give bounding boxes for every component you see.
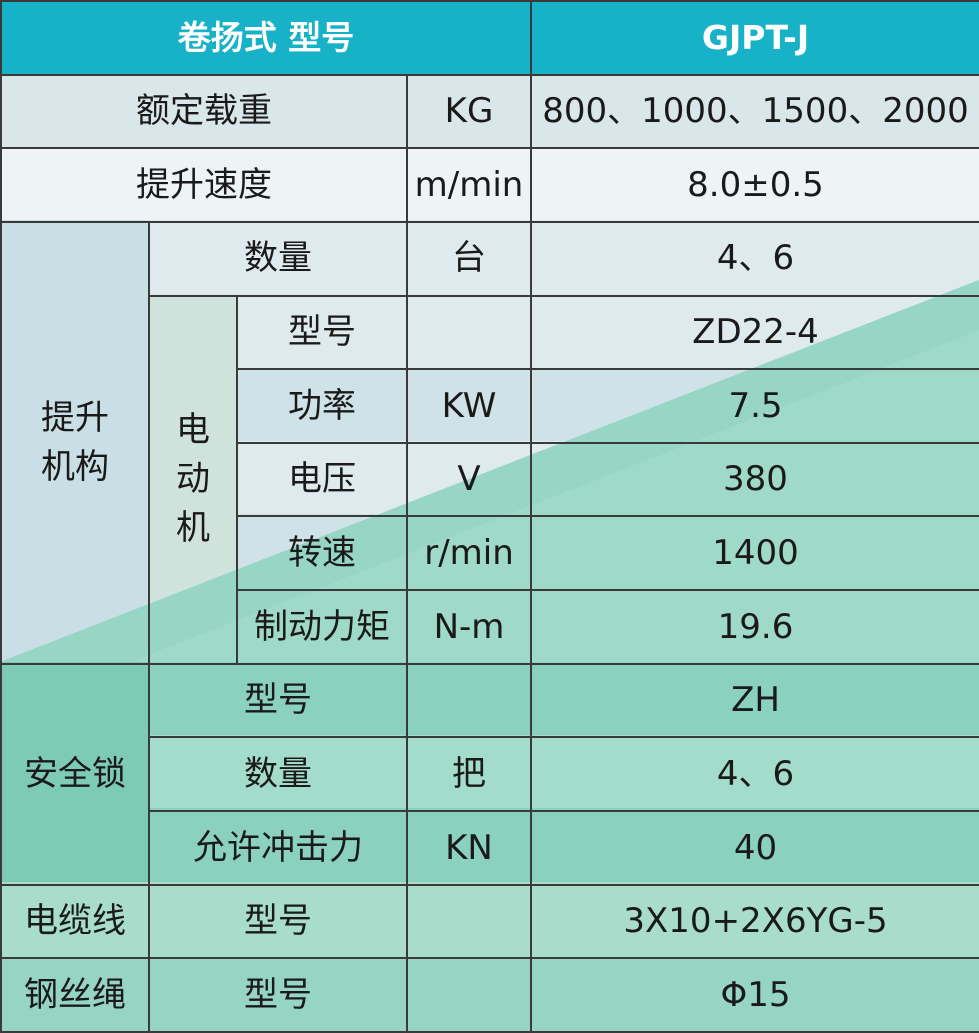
table-row: 钢丝绳 型号 Φ15 [0, 957, 979, 1033]
cable-model-label: 型号 [148, 883, 408, 960]
rated-load-label: 额定载重 [0, 73, 408, 150]
table-row: 提升速度 m/min 8.0±0.5 [0, 147, 979, 223]
table-row: 提升机构 数量 台 4、6 [0, 220, 979, 665]
motor-group-text: 电动机 [175, 409, 210, 549]
motor-voltage-label: 电压 [236, 441, 408, 518]
hoist-group-text: 提升机构 [40, 397, 109, 487]
motor-power-value: 7.5 [530, 368, 979, 444]
model-header-value: GJPT-J [530, 0, 979, 76]
table-row: 制动力矩 N-m 19.6 [1, 589, 979, 665]
table-row: 功率 KW 7.5 [1, 368, 979, 444]
table-row: 卷扬式 型号 GJPT-J [0, 0, 979, 76]
table-row: 电动机 型号 ZD22-4 [1, 294, 979, 665]
safety-lock-model-value: ZH [530, 662, 979, 739]
motor-speed-unit: r/min [406, 515, 532, 592]
motor-model-value: ZD22-4 [530, 294, 979, 371]
table-row: 数量 把 4、6 [1, 736, 979, 813]
safety-lock-group-label: 安全锁 [0, 662, 150, 886]
motor-voltage-value: 380 [530, 441, 979, 518]
wire-rope-model-value: Φ15 [530, 957, 979, 1033]
rated-load-value: 800、1000、1500、2000 [530, 73, 979, 150]
motor-model-label: 型号 [236, 294, 408, 371]
wire-rope-model-label: 型号 [148, 957, 408, 1033]
cable-model-unit [406, 883, 532, 960]
motor-power-unit: KW [406, 368, 532, 444]
motor-voltage-unit: V [406, 441, 532, 518]
hoist-quantity-value: 4、6 [530, 220, 979, 297]
safety-lock-impact-unit: KN [406, 810, 532, 886]
safety-lock-impact-label: 允许冲击力 [148, 810, 408, 886]
hoist-group-label: 提升机构 [0, 220, 150, 665]
rated-load-unit: KG [406, 73, 532, 150]
motor-power-label: 功率 [236, 368, 408, 444]
brake-torque-value: 19.6 [530, 589, 979, 665]
cable-group-label: 电缆线 [0, 883, 150, 960]
table-row: 电缆线 型号 3X10+2X6YG-5 [0, 883, 979, 960]
safety-lock-quantity-unit: 把 [406, 736, 532, 813]
lift-speed-label: 提升速度 [0, 147, 408, 223]
safety-lock-model-label: 型号 [148, 662, 408, 739]
table-row: 额定载重 KG 800、1000、1500、2000 [0, 73, 979, 150]
table-row: 电压 V 380 [1, 441, 979, 518]
table-row: 安全锁 型号 ZH [0, 662, 979, 886]
safety-lock-quantity-label: 数量 [148, 736, 408, 813]
motor-speed-value: 1400 [530, 515, 979, 592]
wire-rope-model-unit [406, 957, 532, 1033]
safety-lock-model-unit [406, 662, 532, 739]
safety-lock-quantity-value: 4、6 [530, 736, 979, 813]
wire-rope-group-label: 钢丝绳 [0, 957, 150, 1033]
lift-speed-value: 8.0±0.5 [530, 147, 979, 223]
cable-model-value: 3X10+2X6YG-5 [530, 883, 979, 960]
brake-torque-unit: N-m [406, 589, 532, 665]
hoist-quantity-unit: 台 [406, 220, 532, 297]
hoist-quantity-label: 数量 [148, 220, 408, 297]
lift-speed-unit: m/min [406, 147, 532, 223]
table-row: 转速 r/min 1400 [1, 515, 979, 592]
motor-speed-label: 转速 [236, 515, 408, 592]
brake-torque-label: 制动力矩 [236, 589, 408, 665]
motor-group-label: 电动机 [148, 294, 238, 665]
model-header-label: 卷扬式 型号 [0, 0, 532, 76]
motor-model-unit [406, 294, 532, 371]
safety-lock-impact-value: 40 [530, 810, 979, 886]
